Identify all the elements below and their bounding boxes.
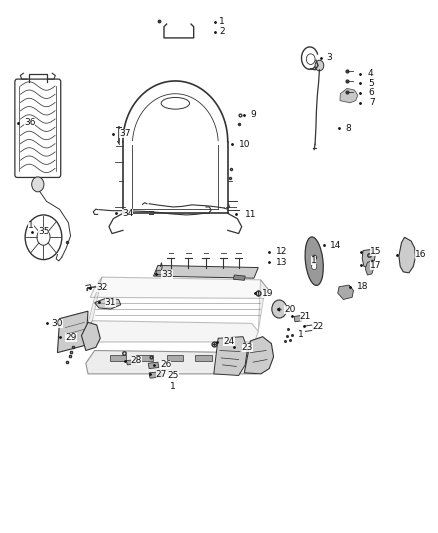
Ellipse shape <box>305 237 323 286</box>
Text: 32: 32 <box>96 283 107 292</box>
Text: 10: 10 <box>239 140 250 149</box>
Polygon shape <box>362 249 375 268</box>
Text: 1: 1 <box>219 18 225 27</box>
Polygon shape <box>338 285 353 300</box>
Text: 1: 1 <box>170 382 176 391</box>
Polygon shape <box>244 337 274 374</box>
Polygon shape <box>127 360 138 365</box>
Text: 20: 20 <box>285 304 296 313</box>
Text: 33: 33 <box>161 270 173 279</box>
Text: 2: 2 <box>219 27 225 36</box>
Text: 28: 28 <box>131 356 142 365</box>
Text: 26: 26 <box>160 360 171 369</box>
Polygon shape <box>85 321 258 342</box>
Text: 1: 1 <box>28 221 34 230</box>
Text: 3: 3 <box>326 53 332 62</box>
Text: 36: 36 <box>24 118 35 127</box>
Text: 27: 27 <box>155 370 167 379</box>
Polygon shape <box>153 265 258 278</box>
Text: 22: 22 <box>312 321 323 330</box>
Polygon shape <box>195 355 212 361</box>
Polygon shape <box>95 298 121 309</box>
Polygon shape <box>149 372 162 378</box>
Text: 37: 37 <box>119 129 131 138</box>
Text: 19: 19 <box>262 288 273 297</box>
Text: 8: 8 <box>346 124 351 133</box>
Text: 16: 16 <box>415 251 426 260</box>
Circle shape <box>32 177 44 192</box>
Text: 9: 9 <box>251 110 256 119</box>
Text: 24: 24 <box>223 337 235 346</box>
Text: 30: 30 <box>52 319 63 328</box>
Text: 29: 29 <box>65 333 77 342</box>
Polygon shape <box>86 351 261 374</box>
Circle shape <box>311 263 317 270</box>
Polygon shape <box>399 237 416 273</box>
Polygon shape <box>148 362 159 368</box>
Text: 35: 35 <box>38 228 49 237</box>
Polygon shape <box>136 355 152 361</box>
Polygon shape <box>294 316 302 322</box>
Text: 1: 1 <box>297 329 304 338</box>
Polygon shape <box>365 261 374 275</box>
Polygon shape <box>90 277 268 298</box>
Polygon shape <box>155 270 167 275</box>
Text: 23: 23 <box>242 343 253 352</box>
Text: 25: 25 <box>167 371 179 380</box>
Text: 17: 17 <box>370 261 381 270</box>
Polygon shape <box>258 280 268 332</box>
Polygon shape <box>340 88 358 103</box>
Text: 1: 1 <box>311 256 316 264</box>
Polygon shape <box>233 275 245 280</box>
Text: 7: 7 <box>369 98 374 107</box>
Polygon shape <box>221 355 238 361</box>
Text: 5: 5 <box>369 78 374 87</box>
Polygon shape <box>110 355 127 361</box>
Text: 15: 15 <box>370 247 381 256</box>
Text: 31: 31 <box>105 297 116 306</box>
Circle shape <box>315 60 324 71</box>
Polygon shape <box>214 337 247 375</box>
Text: 21: 21 <box>300 312 311 321</box>
Text: 34: 34 <box>122 209 134 218</box>
Polygon shape <box>57 311 88 353</box>
Polygon shape <box>166 355 183 361</box>
Text: 14: 14 <box>330 241 342 250</box>
Text: 11: 11 <box>245 210 257 219</box>
Text: 13: 13 <box>276 258 287 266</box>
Text: 6: 6 <box>369 88 374 97</box>
Polygon shape <box>81 322 100 351</box>
Text: 18: 18 <box>357 282 369 291</box>
Polygon shape <box>86 277 102 332</box>
Text: 4: 4 <box>367 69 373 78</box>
Text: 12: 12 <box>276 247 287 256</box>
Circle shape <box>272 300 287 318</box>
